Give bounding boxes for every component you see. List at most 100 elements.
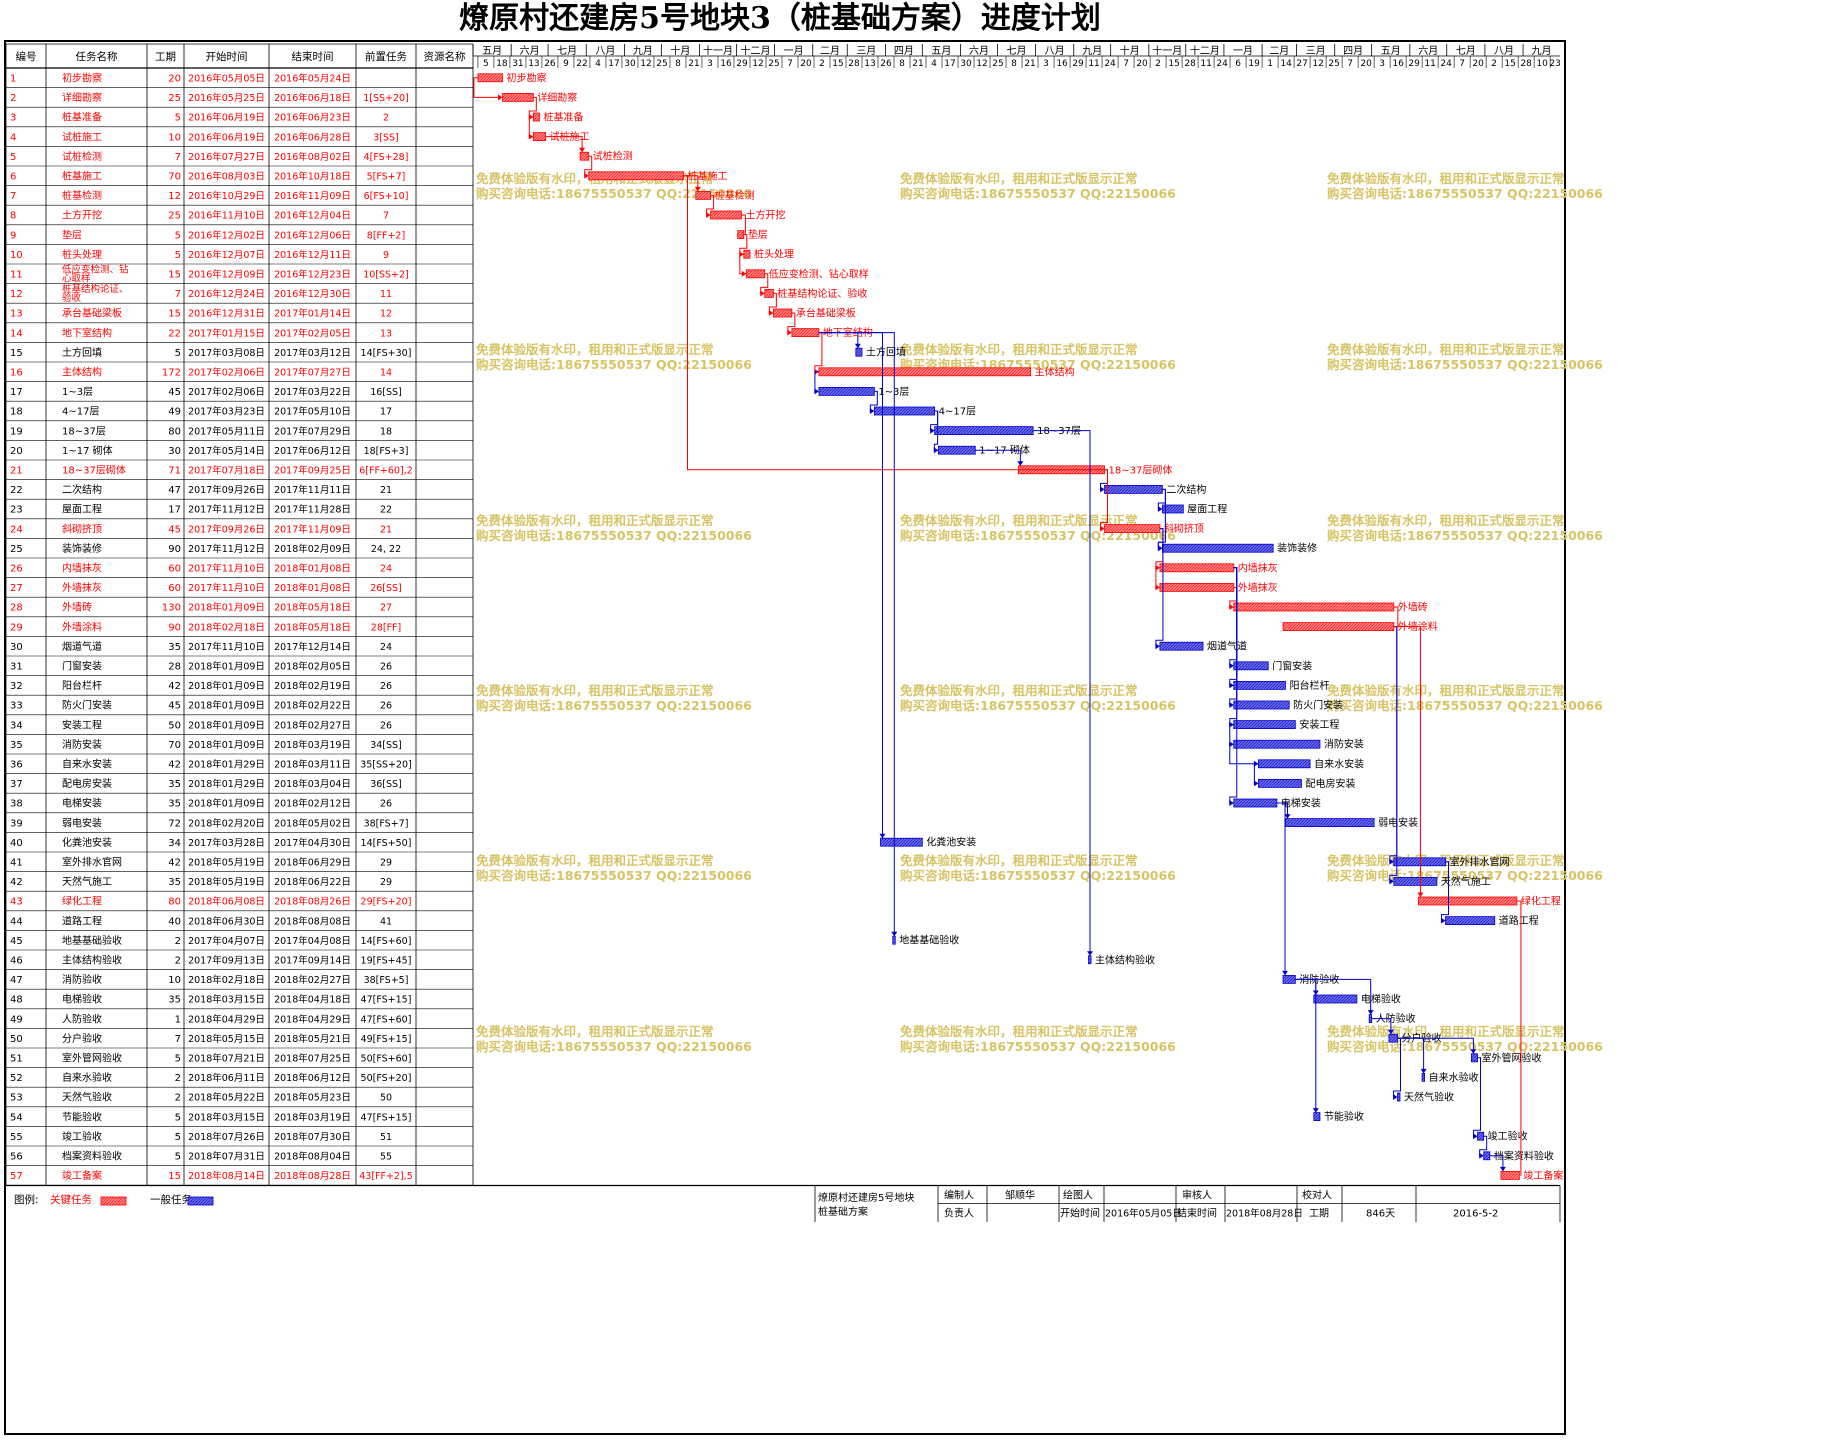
task-end: 2018年08月28日 bbox=[274, 1170, 351, 1182]
task-duration: 42 bbox=[168, 858, 181, 869]
task-predecessors: 34[SS] bbox=[370, 740, 402, 751]
week-label: 19 bbox=[1248, 59, 1260, 69]
footer-duration: 846天 bbox=[1366, 1209, 1395, 1220]
month-label: 八月 bbox=[1045, 45, 1065, 57]
gantt-bar bbox=[1088, 955, 1092, 965]
footer-leader-label: 负责人 bbox=[944, 1207, 974, 1220]
week-label: 26 bbox=[880, 59, 892, 69]
task-predecessors: 19[FS+45] bbox=[361, 956, 412, 967]
task-predecessors: 47[FS+15] bbox=[361, 1112, 412, 1123]
task-end: 2016年12月30日 bbox=[274, 288, 351, 300]
task-start: 2018年05月15日 bbox=[188, 1033, 265, 1045]
gantt-bar bbox=[1393, 857, 1446, 867]
task-id: 10 bbox=[10, 250, 23, 261]
gantt-bar bbox=[1500, 1171, 1520, 1180]
dependency-path bbox=[683, 175, 1106, 471]
watermark-line2: 购买咨询电话:18675550537 QQ:22150066 bbox=[476, 357, 752, 372]
gantt-bar bbox=[1159, 583, 1235, 592]
task-duration: 35 bbox=[168, 995, 181, 1006]
month-label: 十月 bbox=[670, 44, 690, 57]
task-predecessors: 16[SS] bbox=[370, 387, 402, 398]
task-predecessors: 17 bbox=[380, 407, 392, 418]
task-predecessors: 24 bbox=[380, 642, 392, 653]
task-id: 52 bbox=[10, 1073, 23, 1084]
task-duration: 70 bbox=[168, 740, 181, 751]
task-id: 30 bbox=[10, 642, 23, 653]
week-label: 5 bbox=[483, 59, 489, 69]
task-end: 2018年03月04日 bbox=[274, 778, 351, 790]
gantt-bar-label: 天然气施工 bbox=[1441, 875, 1491, 888]
legend-normal-label: 一般任务 bbox=[150, 1193, 192, 1206]
dependency-path bbox=[1295, 978, 1317, 1113]
task-start: 2017年03月28日 bbox=[188, 837, 265, 849]
watermark-line1: 免费体验版有水印，租用和正式版显示正常 bbox=[476, 683, 714, 698]
task-name: 档案资料验收 bbox=[62, 1150, 122, 1163]
dependency-path bbox=[818, 332, 883, 839]
task-start: 2018年07月31日 bbox=[188, 1151, 265, 1163]
task-duration: 5 bbox=[175, 1112, 181, 1123]
task-start: 2017年05月14日 bbox=[188, 445, 265, 457]
task-name: 室外管网验收 bbox=[62, 1052, 122, 1065]
task-duration: 35 bbox=[168, 799, 181, 810]
gantt-bar-label: 详细勘察 bbox=[537, 91, 577, 104]
task-duration: 45 bbox=[168, 524, 181, 535]
week-label: 25 bbox=[992, 59, 1003, 69]
dependency-path bbox=[1155, 567, 1160, 588]
task-start: 2016年10月29日 bbox=[188, 190, 265, 202]
gantt-bar-label: 消防安装 bbox=[1324, 738, 1364, 751]
task-predecessors: 27 bbox=[380, 603, 392, 614]
task-name: 土方开挖 bbox=[62, 209, 102, 222]
task-start: 2016年06月19日 bbox=[188, 112, 265, 124]
task-end: 2017年05月10日 bbox=[274, 406, 351, 418]
gantt-bar-label: 竣工备案 bbox=[1523, 1169, 1563, 1182]
task-end: 2016年06月18日 bbox=[274, 92, 351, 104]
task-id: 47 bbox=[10, 975, 23, 986]
watermark-line1: 免费体验版有水印，租用和正式版显示正常 bbox=[900, 853, 1138, 868]
task-predecessors: 50[FS+20] bbox=[361, 1073, 412, 1084]
task-predecessors: 26 bbox=[380, 662, 392, 673]
task-duration: 25 bbox=[168, 93, 181, 104]
watermark-line2: 购买咨询电话:18675550537 QQ:22150066 bbox=[1327, 698, 1603, 713]
task-id: 28 bbox=[10, 603, 23, 614]
week-label: 21 bbox=[912, 59, 923, 69]
arrow-head bbox=[1157, 545, 1163, 552]
gantt-bar bbox=[1233, 700, 1290, 710]
task-name-cont: 验收 bbox=[62, 292, 82, 304]
table-header-res: 资源名称 bbox=[424, 50, 466, 63]
gantt-bar-label: 18~37层砌体 bbox=[1109, 464, 1173, 476]
arrow-head bbox=[1282, 970, 1289, 976]
month-label: 十二月 bbox=[741, 44, 771, 57]
week-label: 13 bbox=[528, 59, 539, 69]
task-id: 33 bbox=[10, 701, 23, 712]
task-start: 2017年07月18日 bbox=[188, 465, 265, 477]
gantt-bar-label: 室外排水官网 bbox=[1450, 855, 1510, 868]
month-label: 二月 bbox=[1269, 45, 1289, 57]
task-name: 初步勘察 bbox=[62, 72, 102, 85]
task-id: 19 bbox=[10, 426, 23, 437]
task-predecessors: 6[FS+10] bbox=[364, 191, 409, 202]
watermark-line2: 购买咨询电话:18675550537 QQ:22150066 bbox=[476, 186, 752, 201]
task-name: 试桩检测 bbox=[62, 150, 102, 163]
gantt-bar bbox=[710, 210, 742, 220]
gantt-bar bbox=[1257, 779, 1302, 788]
task-name: 消防安装 bbox=[62, 738, 102, 751]
dependency-path bbox=[814, 332, 823, 373]
task-start: 2017年09月26日 bbox=[188, 523, 265, 535]
task-predecessors: 35[SS+20] bbox=[360, 760, 412, 771]
task-name: 阳台栏杆 bbox=[62, 679, 102, 692]
task-id: 24 bbox=[10, 524, 23, 535]
gantt-bar-label: 阳台栏杆 bbox=[1289, 679, 1329, 692]
task-end: 2016年11月09日 bbox=[274, 190, 351, 202]
arrow-head bbox=[814, 388, 819, 395]
week-label: 20 bbox=[800, 59, 812, 69]
task-id: 21 bbox=[10, 466, 23, 477]
task-end: 2018年05月02日 bbox=[274, 817, 351, 829]
gantt-bar bbox=[1483, 1151, 1491, 1161]
task-start: 2016年12月09日 bbox=[188, 269, 265, 281]
task-end: 2018年06月12日 bbox=[274, 1072, 351, 1084]
task-end: 2018年02月09日 bbox=[274, 543, 351, 555]
task-duration: 15 bbox=[168, 270, 181, 281]
footer-reviewer-label: 审核人 bbox=[1182, 1189, 1212, 1202]
gantt-bar-label: 外墙砖 bbox=[1398, 601, 1428, 614]
dependency-path bbox=[473, 77, 502, 98]
